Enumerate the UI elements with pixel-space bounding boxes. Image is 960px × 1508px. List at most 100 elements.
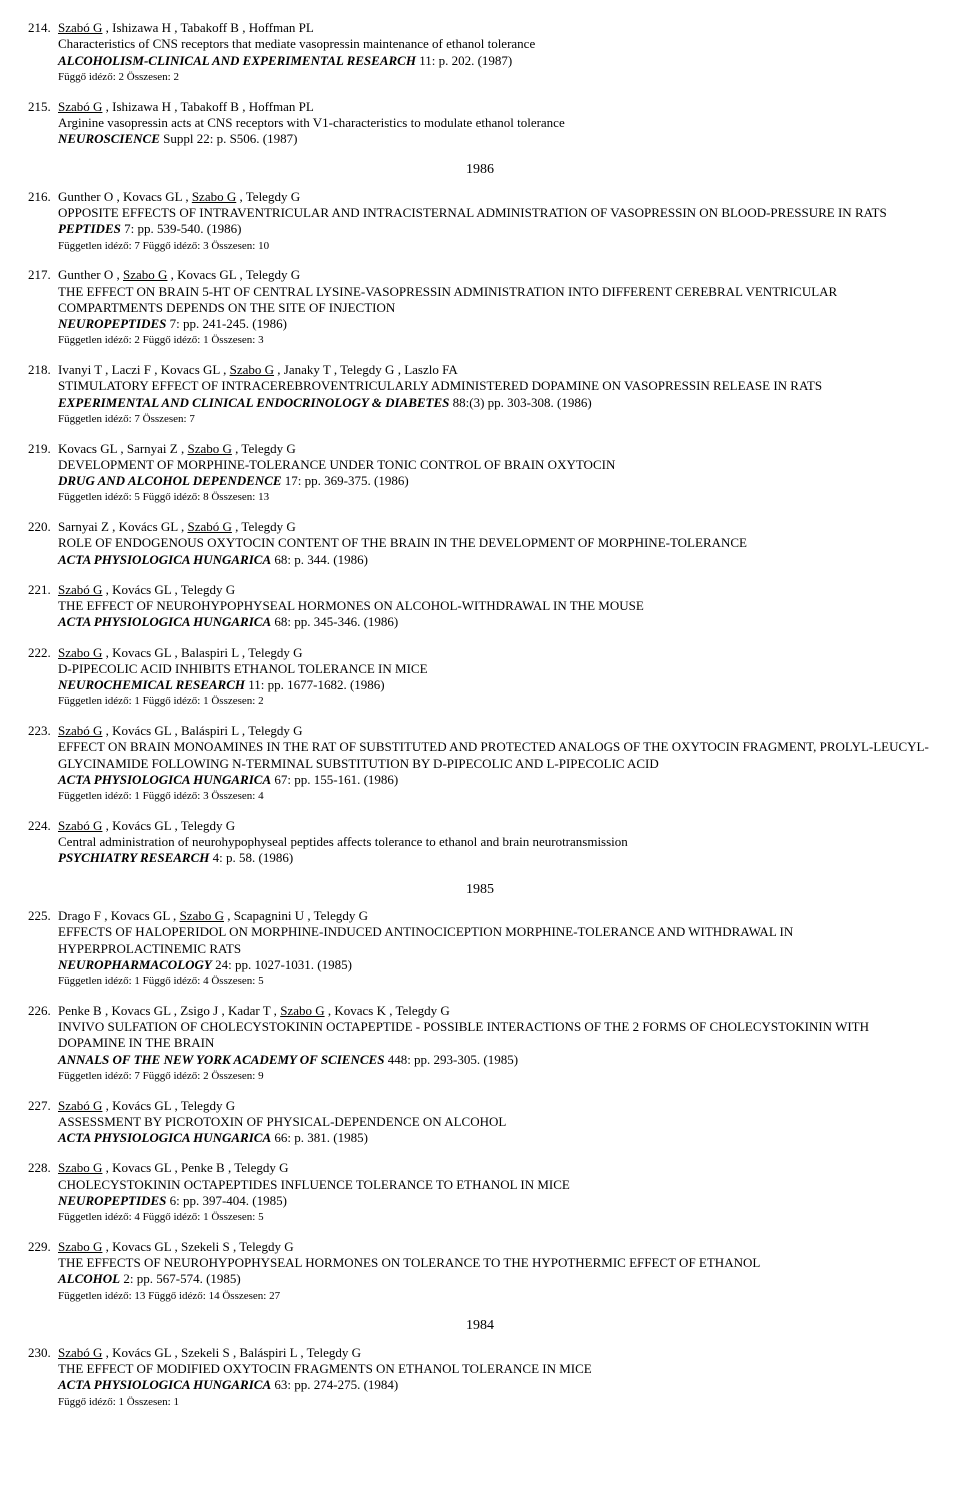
entry-number: 228. xyxy=(28,1160,58,1209)
entry-number: 217. xyxy=(28,267,58,332)
bibliography-entry: 227.Szabó G , Kovács GL , Telegdy GASSES… xyxy=(28,1098,932,1147)
entry-journal-line: PSYCHIATRY RESEARCH 4: p. 58. (1986) xyxy=(58,850,932,866)
entry-number: 216. xyxy=(28,189,58,238)
entry-title: THE EFFECT ON BRAIN 5-HT OF CENTRAL LYSI… xyxy=(58,284,932,317)
year-separator: 1984 xyxy=(28,1317,932,1335)
entry-citation-detail: 6: pp. 397-404. (1985) xyxy=(166,1193,287,1208)
entry-citation-detail: 11: p. 202. (1987) xyxy=(416,53,512,68)
entry-citation-counts: Független idéző: 4 Függő idéző: 1 Összes… xyxy=(58,1211,932,1225)
entry-journal-line: NEUROPEPTIDES 7: pp. 241-245. (1986) xyxy=(58,316,932,332)
entry-citation-detail: Suppl 22: p. S506. (1987) xyxy=(160,131,298,146)
entry-title: D-PIPECOLIC ACID INHIBITS ETHANOL TOLERA… xyxy=(58,661,932,677)
entry-authors: Kovacs GL , Sarnyai Z , Szabo G , Telegd… xyxy=(58,441,932,457)
entry-title: THE EFFECT OF NEUROHYPOPHYSEAL HORMONES … xyxy=(58,598,932,614)
entry-citation-counts: Függő idéző: 2 Összesen: 2 xyxy=(58,71,932,85)
bibliography-entry: 215.Szabó G , Ishizawa H , Tabakoff B , … xyxy=(28,99,932,148)
entry-title: EFFECTS OF HALOPERIDOL ON MORPHINE-INDUC… xyxy=(58,924,932,957)
entry-number: 220. xyxy=(28,519,58,568)
entry-citation-detail: 66: p. 381. (1985) xyxy=(271,1130,368,1145)
bibliography-entry: 226.Penke B , Kovacs GL , Zsigo J , Kada… xyxy=(28,1003,932,1084)
entry-journal-line: ANNALS OF THE NEW YORK ACADEMY OF SCIENC… xyxy=(58,1052,932,1068)
entry-citation-counts: Független idéző: 1 Függő idéző: 1 Összes… xyxy=(58,695,932,709)
entry-number: 229. xyxy=(28,1239,58,1288)
entry-journal-line: EXPERIMENTAL AND CLINICAL ENDOCRINOLOGY … xyxy=(58,395,932,411)
entry-title: THE EFFECTS OF NEUROHYPOPHYSEAL HORMONES… xyxy=(58,1255,932,1271)
entry-number: 218. xyxy=(28,362,58,411)
entry-title: CHOLECYSTOKININ OCTAPEPTIDES INFLUENCE T… xyxy=(58,1177,932,1193)
entry-journal: ACTA PHYSIOLOGICA HUNGARICA xyxy=(58,1377,271,1392)
entry-journal: EXPERIMENTAL AND CLINICAL ENDOCRINOLOGY … xyxy=(58,395,449,410)
entry-citation-counts: Független idéző: 5 Függő idéző: 8 Összes… xyxy=(58,491,932,505)
bibliography-entry: 229.Szabo G , Kovacs GL , Szekeli S , Te… xyxy=(28,1239,932,1304)
entry-citation-detail: 2: pp. 567-574. (1985) xyxy=(120,1271,241,1286)
year-separator: 1986 xyxy=(28,161,932,179)
entry-journal: ANNALS OF THE NEW YORK ACADEMY OF SCIENC… xyxy=(58,1052,384,1067)
entry-citation-detail: 7: pp. 539-540. (1986) xyxy=(121,221,242,236)
entry-number: 227. xyxy=(28,1098,58,1147)
entry-journal-line: NEUROCHEMICAL RESEARCH 11: pp. 1677-1682… xyxy=(58,677,932,693)
entry-journal-line: ACTA PHYSIOLOGICA HUNGARICA 66: p. 381. … xyxy=(58,1130,932,1146)
entry-number: 222. xyxy=(28,645,58,694)
entry-journal-line: ACTA PHYSIOLOGICA HUNGARICA 68: p. 344. … xyxy=(58,552,932,568)
entry-authors: Sarnyai Z , Kovács GL , Szabó G , Telegd… xyxy=(58,519,932,535)
entry-citation-counts: Független idéző: 7 Függő idéző: 3 Összes… xyxy=(58,240,932,254)
entry-citation-detail: 17: pp. 369-375. (1986) xyxy=(282,473,409,488)
entry-journal: ALCOHOLISM-CLINICAL AND EXPERIMENTAL RES… xyxy=(58,53,416,68)
entry-journal-line: NEUROPHARMACOLOGY 24: pp. 1027-1031. (19… xyxy=(58,957,932,973)
entry-number: 221. xyxy=(28,582,58,631)
entry-authors: Szabó G , Kovács GL , Szekeli S , Balásp… xyxy=(58,1345,932,1361)
entry-citation-detail: 448: pp. 293-305. (1985) xyxy=(384,1052,518,1067)
entry-journal-line: ALCOHOLISM-CLINICAL AND EXPERIMENTAL RES… xyxy=(58,53,932,69)
bibliography-entry: 224.Szabó G , Kovács GL , Telegdy GCentr… xyxy=(28,818,932,867)
entry-authors: Szabó G , Ishizawa H , Tabakoff B , Hoff… xyxy=(58,99,932,115)
entry-journal: ACTA PHYSIOLOGICA HUNGARICA xyxy=(58,552,271,567)
entry-citation-counts: Független idéző: 7 Összesen: 7 xyxy=(58,413,932,427)
entry-journal-line: ACTA PHYSIOLOGICA HUNGARICA 68: pp. 345-… xyxy=(58,614,932,630)
entry-citation-counts: Független idéző: 1 Függő idéző: 3 Összes… xyxy=(58,790,932,804)
entry-journal: NEUROPEPTIDES xyxy=(58,316,166,331)
entry-citation-detail: 68: p. 344. (1986) xyxy=(271,552,368,567)
entry-journal: NEUROCHEMICAL RESEARCH xyxy=(58,677,245,692)
entry-authors: Szabó G , Kovács GL , Telegdy G xyxy=(58,582,932,598)
bibliography-entry: 220.Sarnyai Z , Kovács GL , Szabó G , Te… xyxy=(28,519,932,568)
entry-title: Characteristics of CNS receptors that me… xyxy=(58,36,932,52)
entry-number: 226. xyxy=(28,1003,58,1068)
entry-number: 214. xyxy=(28,20,58,69)
entry-citation-counts: Független idéző: 7 Függő idéző: 2 Összes… xyxy=(58,1070,932,1084)
entry-title: Central administration of neurohypophyse… xyxy=(58,834,932,850)
entry-authors: Szabo G , Kovacs GL , Penke B , Telegdy … xyxy=(58,1160,932,1176)
entry-citation-counts: Független idéző: 2 Függő idéző: 1 Összes… xyxy=(58,334,932,348)
bibliography-entry: 219.Kovacs GL , Sarnyai Z , Szabo G , Te… xyxy=(28,441,932,506)
bibliography-entry: 214.Szabó G , Ishizawa H , Tabakoff B , … xyxy=(28,20,932,85)
entry-number: 225. xyxy=(28,908,58,973)
bibliography-entry: 222.Szabo G , Kovacs GL , Balaspiri L , … xyxy=(28,645,932,710)
entry-journal-line: ALCOHOL 2: pp. 567-574. (1985) xyxy=(58,1271,932,1287)
entry-number: 223. xyxy=(28,723,58,788)
entry-journal: NEUROPEPTIDES xyxy=(58,1193,166,1208)
year-separator: 1985 xyxy=(28,881,932,899)
entry-citation-detail: 63: pp. 274-275. (1984) xyxy=(271,1377,398,1392)
entry-citation-detail: 4: p. 58. (1986) xyxy=(209,850,293,865)
entry-journal-line: DRUG AND ALCOHOL DEPENDENCE 17: pp. 369-… xyxy=(58,473,932,489)
entry-journal: NEUROPHARMACOLOGY xyxy=(58,957,212,972)
entry-authors: Drago F , Kovacs GL , Szabo G , Scapagni… xyxy=(58,908,932,924)
entry-journal: ACTA PHYSIOLOGICA HUNGARICA xyxy=(58,772,271,787)
entry-citation-detail: 7: pp. 241-245. (1986) xyxy=(166,316,287,331)
bibliography-entry: 223.Szabó G , Kovács GL , Baláspiri L , … xyxy=(28,723,932,804)
entry-authors: Szabó G , Kovács GL , Telegdy G xyxy=(58,818,932,834)
entry-journal: ALCOHOL xyxy=(58,1271,120,1286)
bibliography-entry: 218.Ivanyi T , Laczi F , Kovacs GL , Sza… xyxy=(28,362,932,427)
entry-journal-line: PEPTIDES 7: pp. 539-540. (1986) xyxy=(58,221,932,237)
entry-authors: Gunther O , Szabo G , Kovacs GL , Telegd… xyxy=(58,267,932,283)
entry-title: STIMULATORY EFFECT OF INTRACEREBROVENTRI… xyxy=(58,378,932,394)
entry-authors: Szabó G , Kovács GL , Telegdy G xyxy=(58,1098,932,1114)
entry-authors: Gunther O , Kovacs GL , Szabo G , Telegd… xyxy=(58,189,932,205)
entry-number: 224. xyxy=(28,818,58,867)
entry-authors: Szabo G , Kovacs GL , Balaspiri L , Tele… xyxy=(58,645,932,661)
entry-journal-line: ACTA PHYSIOLOGICA HUNGARICA 63: pp. 274-… xyxy=(58,1377,932,1393)
entry-authors: Szabó G , Ishizawa H , Tabakoff B , Hoff… xyxy=(58,20,932,36)
bibliography-entry: 225.Drago F , Kovacs GL , Szabo G , Scap… xyxy=(28,908,932,989)
entry-title: ASSESSMENT BY PICROTOXIN OF PHYSICAL-DEP… xyxy=(58,1114,932,1130)
entry-title: EFFECT ON BRAIN MONOAMINES IN THE RAT OF… xyxy=(58,739,932,772)
entry-journal: PSYCHIATRY RESEARCH xyxy=(58,850,209,865)
